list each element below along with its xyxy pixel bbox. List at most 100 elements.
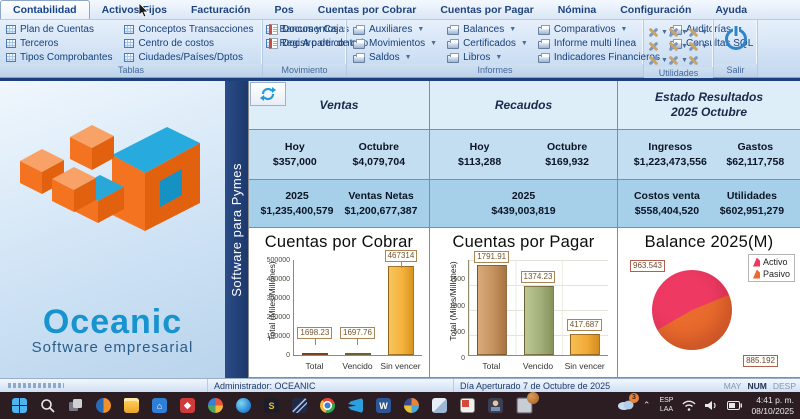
ribbon-group-movimiento: Documentos Doc.A partir de otro Movimien…	[263, 20, 368, 77]
ribbon-group-tablas: Plan de Cuentas Terceros Tipos Comproban…	[0, 20, 363, 77]
office-hub-icon[interactable]	[208, 398, 223, 413]
tab-nomina[interactable]: Nómina	[557, 4, 597, 16]
taskbar-person-app-icon[interactable]	[488, 398, 503, 413]
btn-doc-a-partir-de-otro[interactable]: Doc.A partir de otro	[267, 38, 370, 49]
volume-icon[interactable]	[705, 400, 718, 411]
active-app-oceanic[interactable]	[516, 392, 539, 414]
legend-marker-activo	[752, 257, 760, 267]
tab-configuracion[interactable]: Configuración	[620, 4, 692, 16]
btn-label: Bancos y Cajas	[279, 24, 350, 35]
btn-certificados[interactable]: Certificados ▼	[445, 38, 530, 49]
chrome-icon[interactable]	[320, 398, 335, 413]
dropdown-arrow-icon: ▼	[681, 42, 688, 50]
btn-tipos-comprobantes[interactable]: Tipos Comprobantes	[4, 52, 114, 63]
chevron-up-icon[interactable]: ⌃	[642, 400, 651, 410]
dropdown-arrow-icon: ▼	[430, 40, 438, 47]
utility-tool-button[interactable]	[688, 55, 708, 66]
utility-tool-button[interactable]: ▼	[688, 41, 708, 52]
utility-tool-button[interactable]: ▼	[668, 55, 688, 66]
tab-facturacion[interactable]: Facturación	[190, 4, 251, 16]
panel-title-line2: 2025 Octubre	[670, 105, 748, 119]
taskbar-app-s-icon[interactable]: S	[264, 398, 279, 413]
task-view-icon[interactable]	[68, 398, 83, 413]
taskbar-window-app-icon[interactable]	[460, 398, 475, 413]
language-indicator[interactable]: ESP LAA	[659, 397, 674, 413]
ssms-icon[interactable]	[432, 398, 447, 413]
btn-saldos[interactable]: Saldos ▼	[351, 52, 439, 63]
value-label: 417.687	[566, 319, 602, 331]
taskbar-app-dark-icon[interactable]	[292, 398, 307, 413]
bar-sin-vencer	[387, 266, 414, 355]
btn-conceptos-transacciones[interactable]: Conceptos Transacciones	[122, 24, 255, 35]
notification-dot	[527, 392, 539, 404]
utility-tool-button[interactable]: ▼	[648, 27, 668, 38]
btn-centro-de-costos[interactable]: Centro de costos	[122, 38, 255, 49]
btn-balances[interactable]: Balances ▼	[445, 24, 530, 35]
panel-header-estado-resultados: Estado Resultados 2025 Octubre	[618, 81, 800, 130]
tools-icon	[668, 27, 679, 38]
btn-indicadores-financieros[interactable]: Indicadores Financieros	[536, 52, 662, 63]
dashboard-top-border	[0, 78, 800, 81]
btn-terceros[interactable]: Terceros	[4, 38, 114, 49]
vscode-icon[interactable]	[348, 398, 363, 413]
battery-icon[interactable]	[727, 401, 743, 410]
panel-header-ventas: Ventas	[249, 81, 430, 130]
btn-comparativos[interactable]: Comparativos ▼	[536, 24, 662, 35]
printer-icon	[537, 53, 550, 63]
brand-panel: Oceanic Software empresarial	[0, 81, 225, 378]
bar-total	[477, 265, 508, 355]
tools-icon	[688, 41, 699, 52]
exit-button[interactable]	[717, 24, 755, 50]
stat-ventas-2025: 2025 $1,235,400,579	[260, 190, 334, 217]
document-icon	[269, 24, 278, 35]
legend-item-activo: Activo	[752, 257, 790, 267]
utility-tool-button[interactable]: ▼	[648, 55, 668, 66]
ribbon-group-utilidades: ▼ ▼ ▼ ▼ ▼ ▼ ▼ Utilidades	[644, 20, 714, 80]
tab-contabilidad[interactable]: Contabilidad	[0, 0, 90, 19]
taskbar-app-icon[interactable]	[96, 398, 111, 413]
edge-browser-icon[interactable]	[236, 398, 251, 413]
wifi-icon[interactable]	[682, 400, 696, 411]
btn-movimientos[interactable]: Movimientos ▼	[351, 38, 439, 49]
printer-icon	[447, 53, 460, 63]
taskbar-app-red-icon[interactable]: ◆	[180, 398, 195, 413]
ventas-stats-row2: 2025 $1,235,400,579 Ventas Netas $1,200,67…	[249, 180, 430, 228]
utility-tool-button[interactable]: ▼	[668, 27, 688, 38]
word-icon[interactable]: W	[376, 398, 391, 413]
panel-title: Ventas	[319, 97, 359, 112]
chart-cuentas-por-pagar: Cuentas por Pagar Total (Miles/Millones)…	[430, 228, 618, 378]
utility-tool-button[interactable]: ▼	[688, 27, 708, 38]
tab-pos[interactable]: Pos	[274, 4, 294, 16]
keyboard-indicators: MAY NUM DESP	[720, 381, 800, 391]
ribbon-spacer	[758, 20, 800, 77]
taskbar-palette-app-icon[interactable]	[404, 398, 419, 413]
tab-activos-fijos[interactable]: Activos Fijos	[101, 4, 167, 16]
utility-tool-button[interactable]	[648, 41, 668, 52]
btn-ciudades-paises-dptos[interactable]: Ciudades/Países/Dptos	[122, 52, 255, 63]
btn-documentos[interactable]: Documentos	[267, 24, 370, 35]
tab-cuentas-por-cobrar[interactable]: Cuentas por Cobrar	[317, 4, 417, 16]
stat-recaudos-2025: 2025 $439,003,819	[491, 190, 556, 217]
file-explorer-icon[interactable]	[124, 398, 139, 413]
tools-icon	[648, 41, 659, 52]
stat-ventas-netas: Ventas Netas $1,200,677,387	[344, 190, 418, 217]
tab-ayuda[interactable]: Ayuda	[715, 4, 748, 16]
start-button-icon[interactable]	[12, 398, 27, 413]
btn-plan-de-cuentas[interactable]: Plan de Cuentas	[4, 24, 114, 35]
refresh-icon	[260, 87, 276, 101]
btn-libros[interactable]: Libros ▼	[445, 52, 530, 63]
microsoft-store-icon[interactable]: ⌂	[152, 398, 167, 413]
btn-auxiliares[interactable]: Auxiliares ▼	[351, 24, 439, 35]
refresh-button[interactable]	[250, 82, 286, 106]
btn-label: Conceptos Transacciones	[138, 24, 254, 35]
btn-informe-multi-linea[interactable]: Informe multi línea	[536, 38, 662, 49]
ribbon-group-salir: Salir	[714, 20, 758, 77]
btn-label: Consultas SQL	[686, 38, 754, 49]
clock[interactable]: 4:41 p. m. 08/10/2025	[751, 394, 794, 416]
tab-cuentas-por-pagar[interactable]: Cuentas por Pagar	[440, 4, 534, 16]
cloud-tray-item[interactable]: 3	[617, 392, 639, 415]
btn-label: Auditorías	[686, 24, 732, 35]
utility-tool-button[interactable]: ▼	[668, 41, 688, 52]
search-icon[interactable]	[40, 398, 55, 413]
recaudos-stats-row1: Hoy $113,288 Octubre $169,932	[430, 130, 618, 180]
